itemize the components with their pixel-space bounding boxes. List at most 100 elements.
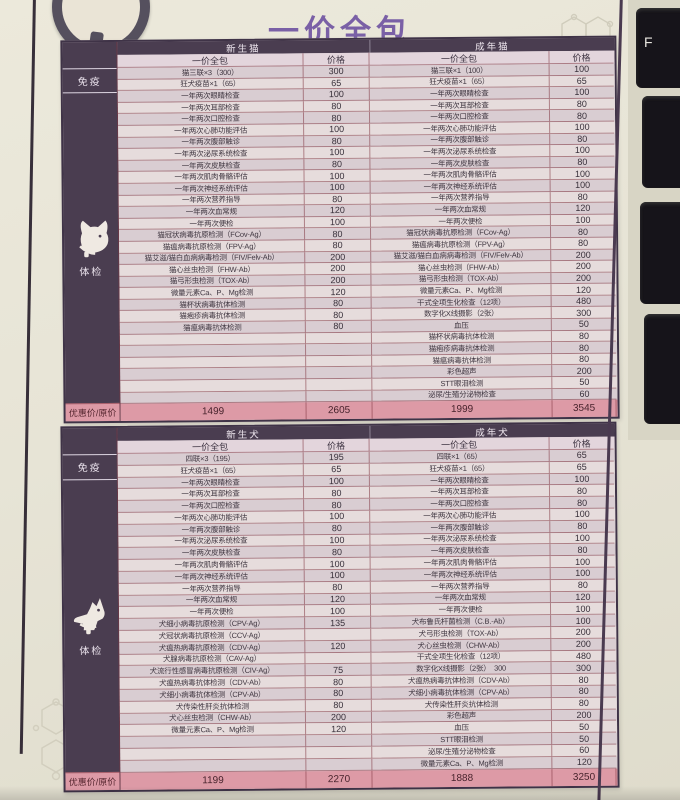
price-cell: 480	[551, 295, 616, 308]
price-cell: 100	[303, 88, 370, 102]
price-cell	[305, 628, 372, 642]
price-cell: 135	[305, 616, 372, 630]
adult-cat-original-price: 3545	[552, 399, 617, 418]
price-cell: 200	[551, 626, 616, 639]
price-cell: 80	[551, 673, 616, 687]
price-cell: 65	[549, 449, 614, 462]
price-cell: 200	[551, 260, 616, 273]
price-cell: 100	[550, 144, 615, 157]
price-cell: 80	[552, 353, 617, 366]
price-cell	[306, 746, 373, 760]
price-cell: 80	[551, 341, 617, 354]
price-cell: 80	[303, 112, 371, 125]
price-cell: 200	[305, 251, 372, 264]
price-cell: 120	[305, 640, 372, 653]
price-cell: 50	[552, 376, 617, 389]
photo-bottom-shadow	[0, 786, 680, 800]
checkup-section: 体检	[63, 480, 120, 772]
price-cell: 80	[305, 239, 372, 252]
sidebar-header-spacer	[62, 42, 116, 68]
price-cell: 60	[552, 744, 617, 757]
price-cell	[305, 332, 372, 345]
price-cell	[306, 758, 373, 771]
price-cell: 65	[549, 461, 614, 474]
price-cell: 50	[552, 720, 617, 734]
price-cell: 80	[305, 675, 372, 689]
cat-table-footer: 1499 2605 1999 3545	[120, 399, 618, 422]
price-cell	[306, 378, 373, 391]
price-cell: 80	[551, 330, 616, 343]
keyboard-key	[640, 202, 680, 304]
price-cell: 200	[551, 709, 617, 722]
price-cell	[306, 355, 373, 368]
price-cell: 75	[305, 664, 372, 677]
cat-price-table: 免疫 体检 优惠价/原价 新生猫 成年猫 一价全包 价格 一价全包	[60, 35, 620, 424]
adult-cat-discount-price: 1999	[372, 400, 553, 419]
checkup-section-label: 体检	[79, 645, 104, 657]
price-cell: 100	[551, 614, 616, 628]
cat-table-main: 新生猫 成年猫 一价全包 价格 一价全包 价格 猫三联×3（300） 300 猫三联…	[117, 37, 618, 422]
price-cell: 80	[550, 156, 615, 169]
price-cell: 100	[304, 146, 371, 160]
price-cell: 120	[304, 204, 371, 218]
price-cell	[306, 390, 373, 403]
price-cell: 60	[552, 388, 617, 401]
immunization-section-label: 免疫	[62, 67, 117, 94]
keyboard-key-label: F	[644, 34, 653, 50]
price-cell: 50	[551, 318, 616, 331]
price-cell: 80	[550, 191, 615, 204]
dog-price-table: 免疫 体检 优惠价/原价 新生犬 成年犬 一价全包 价格 一价全包	[60, 421, 620, 792]
price-cell: 100	[304, 534, 371, 547]
price-cell: 195	[303, 451, 370, 465]
price-cell: 100	[304, 181, 371, 194]
newborn-cat-discount-price: 1499	[120, 402, 307, 422]
price-cell: 80	[549, 484, 615, 498]
dog-head-icon	[73, 597, 105, 634]
price-cell: 80	[305, 309, 372, 322]
price-cell: 80	[550, 225, 616, 239]
price-cell: 200	[551, 638, 616, 651]
price-cell: 100	[550, 121, 615, 134]
price-cell: 80	[304, 193, 371, 206]
price-cell: 80	[303, 487, 371, 500]
price-cell: 200	[552, 365, 617, 378]
price-cell: 100	[304, 605, 372, 618]
price-cell: 80	[304, 498, 371, 512]
price-cell: 100	[549, 473, 614, 486]
cat-table-rows: 猫三联×3（300） 300 猫三联×1（100） 100 狂犬疫苗×1（65） 65 狂犬…	[117, 63, 618, 405]
price-cell	[306, 343, 373, 357]
price-cell: 200	[551, 272, 616, 285]
price-cell: 120	[306, 723, 373, 736]
keyboard-key	[644, 314, 680, 424]
cat-head-icon	[79, 220, 109, 258]
price-cell: 120	[305, 286, 372, 299]
price-cell: 200	[305, 711, 373, 724]
price-cell: 100	[303, 475, 370, 488]
price-cell: 200	[305, 262, 372, 275]
price-cell: 80	[305, 297, 372, 310]
page-left-edge	[19, 0, 36, 754]
dog-table-rows: 四联×3（195） 195 四联×1（65） 65 狂犬疫苗×1（65） 65 狂犬疫苗×1…	[117, 449, 618, 773]
price-cell: 100	[304, 510, 371, 524]
price-cell: 65	[549, 75, 614, 88]
price-cell: 120	[552, 756, 617, 769]
price-cell: 100	[304, 170, 371, 183]
price-cell: 100	[550, 214, 615, 227]
keyboard-key: F	[636, 8, 680, 88]
price-cell: 80	[551, 237, 616, 250]
price-cell: 300	[551, 661, 616, 675]
price-cell: 80	[304, 228, 372, 241]
price-cell: 80	[550, 133, 615, 146]
price-cell: 80	[304, 522, 371, 535]
sidebar-header-spacer	[62, 428, 116, 454]
price-column-header: 价格	[303, 438, 370, 453]
price-cell: 100	[550, 179, 615, 192]
price-cell: 80	[305, 687, 372, 701]
adult-dog-discount-price: 1888	[372, 768, 553, 788]
price-cell: 80	[305, 699, 372, 712]
price-cell: 120	[551, 283, 616, 297]
price-column-header: 价格	[303, 52, 370, 67]
price-cell	[305, 652, 372, 665]
discount-original-price-label: 优惠价/原价	[65, 403, 120, 422]
